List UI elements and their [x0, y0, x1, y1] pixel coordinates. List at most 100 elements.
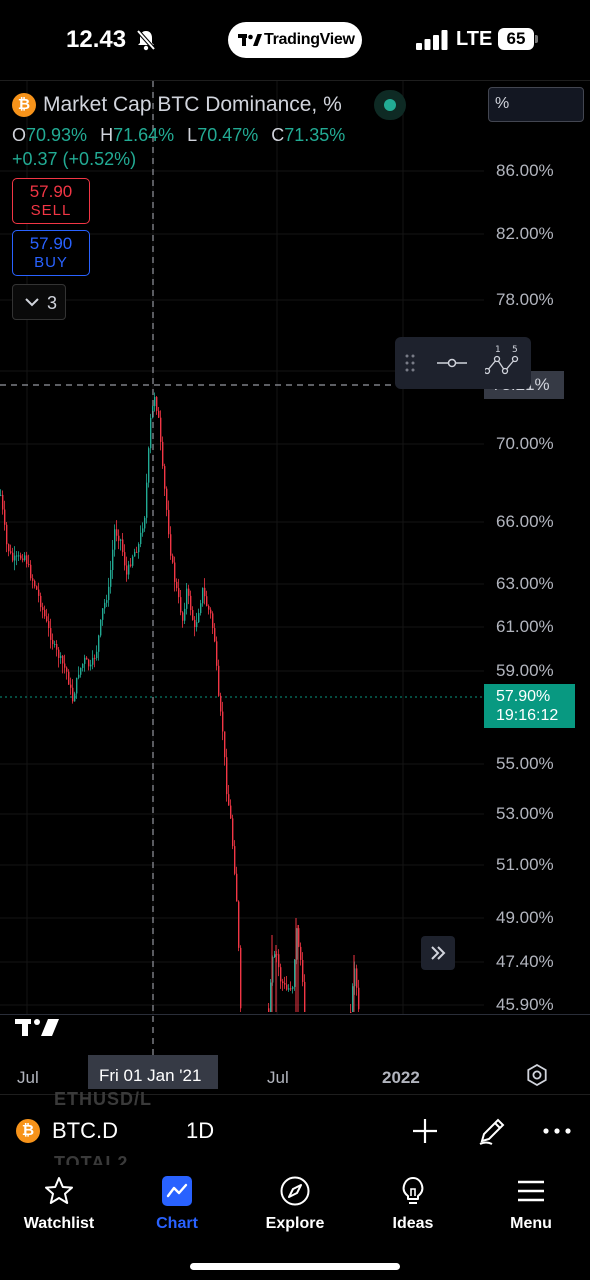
candle-body	[234, 846, 236, 874]
price-axis-label: 49.00%	[496, 908, 554, 927]
candle-body	[192, 610, 194, 620]
tab-ideas[interactable]: Ideas	[358, 1175, 468, 1245]
candle-body	[144, 517, 146, 529]
candle-body	[30, 564, 32, 579]
candle-body	[218, 665, 220, 696]
tab-watchlist[interactable]: Watchlist	[4, 1175, 114, 1245]
candle-body	[212, 613, 214, 629]
compass-icon	[280, 1176, 310, 1206]
more-icon[interactable]	[541, 1115, 573, 1147]
scale-mode-button[interactable]: %	[488, 87, 584, 122]
tab-menu[interactable]: Menu	[476, 1175, 586, 1245]
candle-body	[118, 535, 120, 541]
candle-body	[104, 602, 106, 609]
price-axis-label: 47.40%	[496, 952, 554, 971]
price-axis-label: 55.00%	[496, 754, 554, 773]
candle-body	[84, 657, 86, 664]
sell-button[interactable]: 57.90 SELL	[12, 178, 90, 224]
candle-body	[148, 448, 150, 483]
candle-body	[290, 988, 292, 990]
candle-body	[74, 693, 76, 702]
price-chart[interactable]	[0, 81, 590, 1094]
price-axis-label: 82.00%	[496, 224, 554, 243]
candle-body	[226, 757, 228, 795]
candle-body	[236, 873, 238, 902]
price-axis-label: 59.00%	[496, 661, 554, 680]
price-axis-label: 61.00%	[496, 617, 554, 636]
cell-signal-icon	[416, 30, 448, 50]
candle-body	[132, 556, 134, 566]
tradingview-logo-icon	[238, 34, 262, 46]
plus-icon[interactable]	[409, 1115, 441, 1147]
candle-body	[298, 928, 300, 947]
svg-text:5: 5	[512, 345, 518, 355]
open-value: 70.93%	[26, 125, 88, 145]
candle-body	[190, 595, 192, 611]
chart-grid	[0, 81, 484, 1014]
candle-body	[286, 984, 288, 990]
candle-body	[56, 644, 58, 650]
candle-body	[278, 954, 280, 968]
candle-body	[288, 988, 290, 990]
candle-body	[178, 588, 180, 598]
candle-body	[44, 609, 46, 617]
candle-body	[188, 588, 190, 596]
candle-body	[270, 982, 272, 1012]
indicators-toggle[interactable]: 3	[12, 284, 66, 320]
drag-handle-icon[interactable]	[404, 353, 416, 373]
candle-body	[238, 901, 240, 948]
tab-chart[interactable]: Chart	[122, 1175, 232, 1245]
interval-selector[interactable]: 1D	[186, 1118, 215, 1143]
candle-body	[230, 805, 232, 819]
candle-body	[176, 581, 178, 589]
pattern-tool-icon[interactable]: 1 5	[485, 343, 521, 379]
candle-body	[64, 663, 66, 668]
tradingview-pill[interactable]: TradingView	[228, 22, 362, 58]
candle-body	[130, 564, 132, 566]
candle-body	[106, 600, 108, 603]
tab-explore[interactable]: Explore	[240, 1175, 350, 1245]
current-price-label: 57.90% 19:16:12	[484, 684, 575, 728]
candle-body	[202, 587, 204, 604]
symbol-selector[interactable]: BTC.D	[52, 1118, 118, 1143]
status-time: 12.43	[66, 26, 127, 53]
candle-body	[294, 959, 296, 987]
candle-body	[208, 605, 210, 610]
horizontal-line-tool-icon[interactable]	[437, 353, 467, 373]
floating-drawing-toolbar[interactable]: 1 5	[395, 337, 531, 389]
candle-body	[296, 928, 298, 960]
double-chevron-right-icon	[431, 946, 446, 960]
low-value: 70.47%	[197, 125, 259, 145]
candle-body	[82, 663, 84, 668]
time-axis-label: Jul	[17, 1068, 39, 1087]
pen-icon[interactable]	[476, 1115, 508, 1147]
bottom-tab-bar: Watchlist Chart Explore Ideas Menu	[0, 1165, 590, 1280]
candle-body	[6, 524, 8, 545]
candle-body	[134, 551, 136, 557]
sell-label: SELL	[30, 202, 72, 219]
candle-body	[62, 655, 64, 664]
candle-body	[220, 695, 222, 712]
bitcoin-icon: ₿	[12, 93, 36, 117]
market-status-icon[interactable]	[374, 90, 406, 120]
scroll-to-realtime-button[interactable]	[421, 936, 455, 970]
chart-settings-icon[interactable]	[526, 1064, 548, 1086]
candle-body	[304, 981, 306, 1012]
candle-body	[116, 529, 118, 536]
candle-body	[276, 954, 278, 956]
candle-body	[284, 983, 286, 985]
ohlc-values: O70.93% H71.64% L70.47% C71.35%	[12, 125, 346, 145]
candle-body	[232, 818, 234, 847]
candle-body	[228, 794, 230, 806]
candle-body	[358, 987, 360, 1010]
high-value: 71.64%	[113, 125, 175, 145]
candle-body	[210, 609, 212, 614]
time-axis-label: Jul	[267, 1068, 289, 1087]
candle-body	[16, 555, 18, 557]
candle-body	[14, 555, 16, 561]
buy-button[interactable]: 57.90 BUY	[12, 230, 90, 276]
candle-body	[196, 622, 198, 627]
candle-body	[26, 555, 28, 564]
candle-body	[86, 657, 88, 660]
candle-body	[76, 677, 78, 694]
